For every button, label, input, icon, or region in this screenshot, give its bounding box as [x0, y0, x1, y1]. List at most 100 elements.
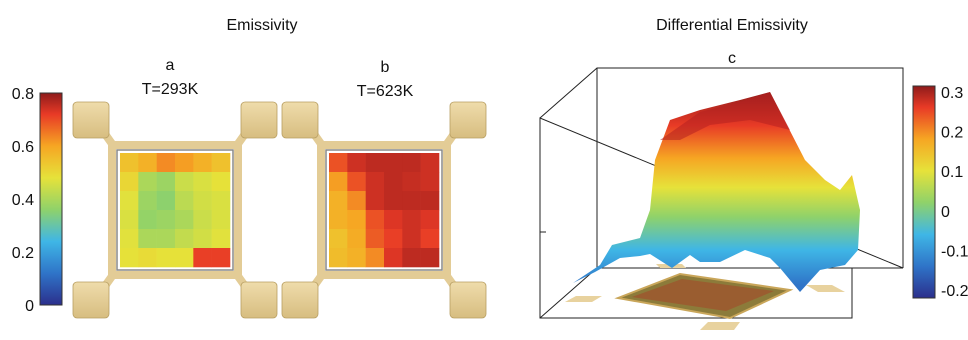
heatmap-cell [420, 210, 440, 230]
heatmap-cell [156, 210, 176, 230]
outer-frame [317, 141, 451, 279]
heatmap-cell [384, 172, 403, 192]
heatmap-cell [175, 210, 194, 230]
heatmap-cell [347, 248, 366, 268]
surface-main [573, 92, 860, 292]
heatmap-cell [347, 191, 366, 211]
heatmap-cell [347, 172, 366, 192]
heatmap-cell [120, 172, 139, 192]
heatmap-cell [175, 172, 194, 192]
floor-pad-right-back [806, 285, 845, 292]
heatmap-cell [365, 153, 385, 173]
heatmap-cell [329, 191, 348, 211]
heatmap-cell [365, 210, 385, 230]
colorbar-tick-label: -0.1 [941, 243, 968, 260]
panel-a-temp: T=293K [142, 81, 199, 98]
corner-pad-top-right [240, 101, 278, 139]
colorbar-tick-label: 0 [941, 204, 950, 221]
heatmap-cell [193, 248, 212, 268]
heatmap-b [329, 153, 440, 268]
left-title: Emissivity [226, 17, 297, 34]
heatmap-cell [402, 153, 421, 173]
heatmap-cell [329, 210, 348, 230]
floor-pad-right-front [700, 322, 740, 330]
heatmap-cell [120, 248, 139, 268]
corner-pad-bottom-right [240, 281, 278, 319]
colorbar-tick-label: 0.6 [12, 139, 34, 156]
heatmap-cell [420, 229, 440, 249]
corner-pad-top-left [72, 101, 110, 139]
floor-pad-left [565, 296, 602, 302]
panel-a-letter: a [166, 57, 175, 74]
heatmap-cell [347, 229, 366, 249]
heatmap-cell [138, 210, 157, 230]
panel-c-letter: c [728, 50, 736, 67]
heatmap-cell [402, 210, 421, 230]
right-title: Differential Emissivity [656, 17, 808, 34]
heatmap-cell [138, 248, 157, 268]
heatmap-cell [193, 191, 212, 211]
heatmap-cell [138, 229, 157, 249]
heatmap-cell [138, 191, 157, 211]
heatmap-cell [175, 153, 194, 173]
colorbar-tick-label: 0.8 [12, 86, 34, 103]
heatmap-cell [120, 191, 139, 211]
emissivity-surface [573, 92, 860, 292]
heatmap-cell [211, 210, 231, 230]
heatmap-cell [138, 153, 157, 173]
corner-pad-top-right [449, 101, 487, 139]
heatmap-cell [156, 172, 176, 192]
left-colorbar-gradient [39, 92, 63, 306]
corner-pad-bottom-left [72, 281, 110, 319]
heatmap-cell [175, 229, 194, 249]
colorbar-tick-label: 0.2 [12, 245, 34, 262]
heatmap-cell [402, 248, 421, 268]
heatmap-cell [365, 172, 385, 192]
corner-pad-bottom-right [449, 281, 487, 319]
heatmap-cell [211, 153, 231, 173]
left-colorbar-ticks: 0.8 0.6 0.4 0.2 0 [12, 86, 34, 315]
heatmap-cell [193, 229, 212, 249]
heatmap-cell [120, 229, 139, 249]
heatmap-cell [420, 172, 440, 192]
heatmap-cell [120, 153, 139, 173]
heatmap-cell [211, 229, 231, 249]
colorbar-tick-label: 0 [25, 298, 34, 315]
heatmap-cell [347, 153, 366, 173]
floor-membrane-inner [632, 279, 774, 311]
box-back-edges [539, 67, 904, 268]
heatmap-cell [211, 248, 231, 268]
heatmap-cell [193, 172, 212, 192]
heatmap-cell [329, 153, 348, 173]
corner-pad-top-left [281, 101, 319, 139]
panel-c-floor-device [565, 264, 845, 330]
right-colorbar-ticks: 0.3 0.2 0.1 0 -0.1 -0.2 [941, 85, 968, 300]
heatmap-cell [211, 172, 231, 192]
heatmap-cell [156, 191, 176, 211]
heatmap-cell [384, 248, 403, 268]
heatmap-cell [347, 210, 366, 230]
heatmap-cell [420, 191, 440, 211]
heatmap-cell [420, 153, 440, 173]
panel-b-letter: b [381, 59, 390, 76]
heatmap-cell [384, 210, 403, 230]
heatmap-cell [365, 229, 385, 249]
corner-pad-bottom-left [281, 281, 319, 319]
colorbar-tick-label: 0.3 [941, 85, 963, 102]
heatmap-cell [156, 229, 176, 249]
outer-frame [108, 141, 242, 279]
colorbar-tick-label: 0.4 [12, 192, 34, 209]
heatmap-cell [120, 210, 139, 230]
heatmap-cell [384, 191, 403, 211]
heatmap-cell [402, 191, 421, 211]
left-colorbar: 0.8 0.6 0.4 0.2 0 [12, 86, 63, 315]
heatmap-cell [193, 153, 212, 173]
heatmap-cell [175, 248, 194, 268]
heatmap-cell [211, 191, 231, 211]
colorbar-tick-label: -0.2 [941, 283, 968, 300]
heatmap-cell [365, 248, 385, 268]
heatmap-cell [384, 153, 403, 173]
right-colorbar: 0.3 0.2 0.1 0 -0.1 -0.2 [912, 85, 968, 300]
heatmap-cell [193, 210, 212, 230]
heatmap-cell [175, 191, 194, 211]
